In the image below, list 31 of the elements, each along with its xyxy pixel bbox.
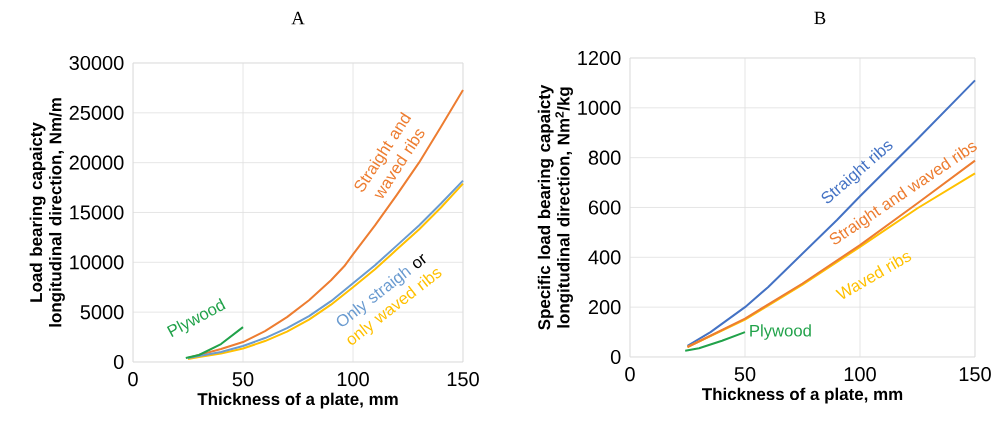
x-tick-label: 0 xyxy=(625,367,635,382)
y-tick-label: 800 xyxy=(588,150,621,165)
y-tick-label: 200 xyxy=(588,300,621,315)
y-tick-label: 15000 xyxy=(70,205,124,220)
x-tick-label: 150 xyxy=(447,372,479,387)
y-tick-label: 0 xyxy=(610,349,621,365)
y-tick-label: 25000 xyxy=(69,105,124,120)
x-tick-label: 50 xyxy=(232,372,254,387)
y-tick-label: 20000 xyxy=(69,155,124,170)
line-series xyxy=(684,331,746,352)
y-tick-label: 5000 xyxy=(80,305,124,320)
x-tick-label: 150 xyxy=(959,367,991,382)
y-tick-label: 30000 xyxy=(69,55,124,71)
chart-title: A xyxy=(291,11,305,25)
annotation: or xyxy=(412,253,426,269)
y-tick-label: 1200 xyxy=(578,50,621,66)
x-tick-label: 100 xyxy=(844,367,876,382)
series-label: Plywood xyxy=(750,324,811,340)
y-axis-title: Specific load bearing capaicty longitudinal direction, Nm$^{2}$/kg xyxy=(537,84,573,330)
y-tick-label: 1000 xyxy=(578,100,621,115)
x-tick-label: 50 xyxy=(734,367,756,382)
y-tick-label: 10000 xyxy=(70,255,124,270)
y-axis-title: Load bearing capaicty longitudinal direction, Nm/m xyxy=(29,98,65,327)
y-tick-label: 0 xyxy=(113,354,124,370)
x-axis-title: Thickness of a plate, mm xyxy=(701,387,903,404)
chart-title: B xyxy=(814,11,826,25)
x-tick-label: 100 xyxy=(337,372,369,387)
x-axis-title: Thickness of a plate, mm xyxy=(197,392,398,409)
y-tick-label: 400 xyxy=(588,250,621,265)
y-tick-label: 600 xyxy=(588,200,621,215)
x-tick-label: 0 xyxy=(128,372,138,387)
